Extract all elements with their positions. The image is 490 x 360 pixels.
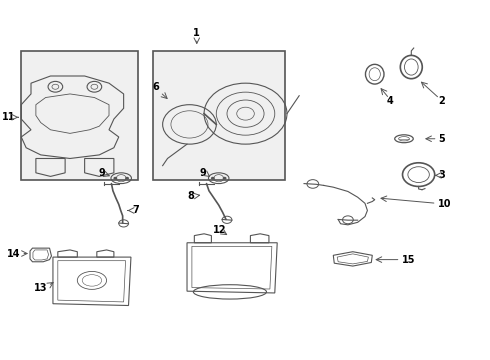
Circle shape [125,177,129,180]
Text: 13: 13 [34,283,47,293]
Text: 3: 3 [438,170,445,180]
Circle shape [211,177,215,180]
Bar [21,51,138,180]
Text: 5: 5 [438,134,445,144]
Text: 2: 2 [438,96,445,106]
Text: 7: 7 [132,206,139,216]
Text: 4: 4 [387,96,393,106]
Text: 8: 8 [188,191,195,201]
Text: 9: 9 [200,168,206,178]
Text: 1: 1 [194,28,200,38]
Bar [153,51,285,180]
Text: 9: 9 [98,168,105,178]
Text: 11: 11 [2,112,16,122]
Text: 15: 15 [401,255,415,265]
Text: 14: 14 [7,248,20,258]
Circle shape [222,177,226,180]
Circle shape [113,177,117,180]
Text: 12: 12 [214,225,227,235]
Text: 10: 10 [438,199,452,210]
Text: 6: 6 [152,82,159,92]
